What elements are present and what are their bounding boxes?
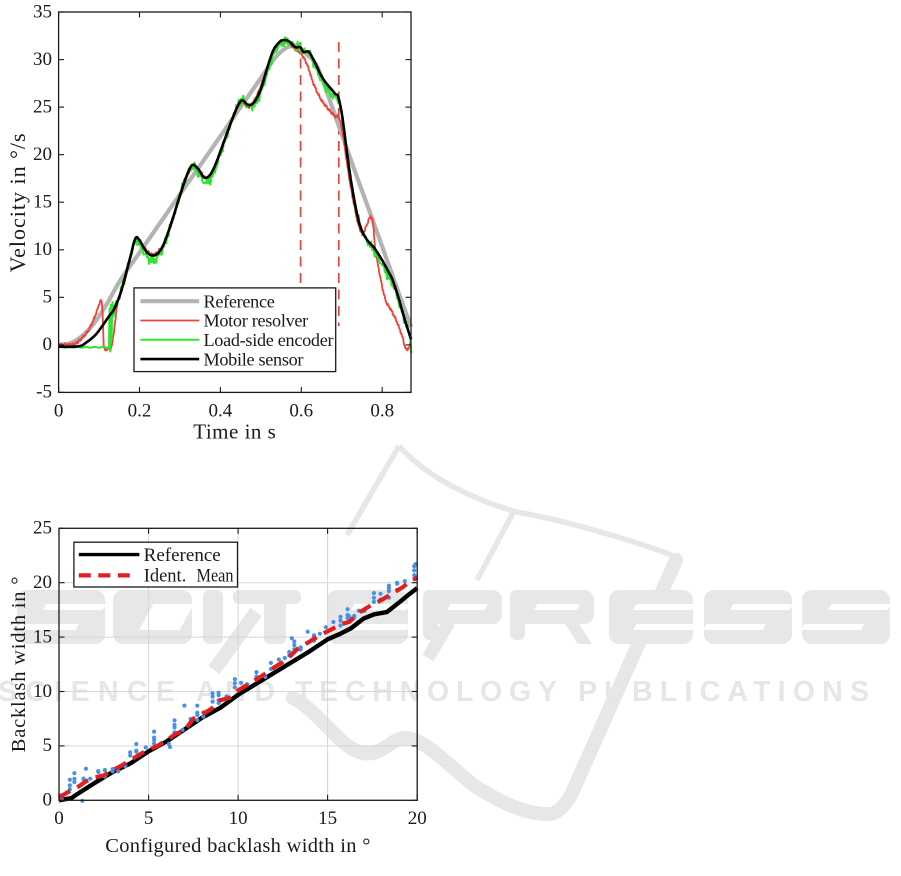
svg-text:Configured backlash width in °: Configured backlash width in ° — [105, 835, 370, 857]
svg-text:20: 20 — [408, 808, 427, 829]
svg-text:Mobile sensor: Mobile sensor — [204, 349, 304, 369]
svg-text:Reference: Reference — [144, 546, 221, 566]
svg-text:20: 20 — [33, 572, 52, 593]
svg-text:10: 10 — [33, 239, 52, 260]
svg-text:Load-side encoder: Load-side encoder — [204, 330, 334, 350]
svg-text:0: 0 — [54, 401, 64, 422]
svg-text:15: 15 — [33, 626, 52, 647]
svg-text:5: 5 — [144, 808, 154, 829]
svg-text:Reference: Reference — [204, 291, 275, 311]
svg-text:Time in s: Time in s — [193, 420, 276, 444]
svg-text:0.2: 0.2 — [128, 401, 152, 422]
svg-text:10: 10 — [33, 681, 52, 702]
svg-text:5: 5 — [43, 287, 53, 308]
svg-text:20: 20 — [33, 144, 52, 165]
svg-text:-5: -5 — [36, 382, 52, 403]
svg-text:15: 15 — [318, 808, 337, 829]
svg-text:0.8: 0.8 — [370, 401, 394, 422]
svg-text:0.6: 0.6 — [289, 401, 313, 422]
svg-text:Backlash width in °: Backlash width in ° — [8, 576, 30, 753]
svg-text:25: 25 — [33, 96, 52, 117]
svg-text:Motor resolver: Motor resolver — [204, 311, 309, 331]
svg-text:10: 10 — [229, 808, 248, 829]
svg-text:5: 5 — [43, 735, 53, 756]
svg-text:30: 30 — [33, 49, 52, 70]
svg-text:0.4: 0.4 — [209, 401, 233, 422]
svg-text:35: 35 — [33, 1, 52, 22]
svg-text:15: 15 — [33, 192, 52, 213]
svg-text:0: 0 — [43, 334, 53, 355]
svg-text:0: 0 — [54, 808, 64, 829]
svg-text:Velocity in °/s: Velocity in °/s — [5, 132, 30, 272]
svg-text:25: 25 — [33, 518, 52, 539]
svg-text:0: 0 — [43, 790, 53, 811]
